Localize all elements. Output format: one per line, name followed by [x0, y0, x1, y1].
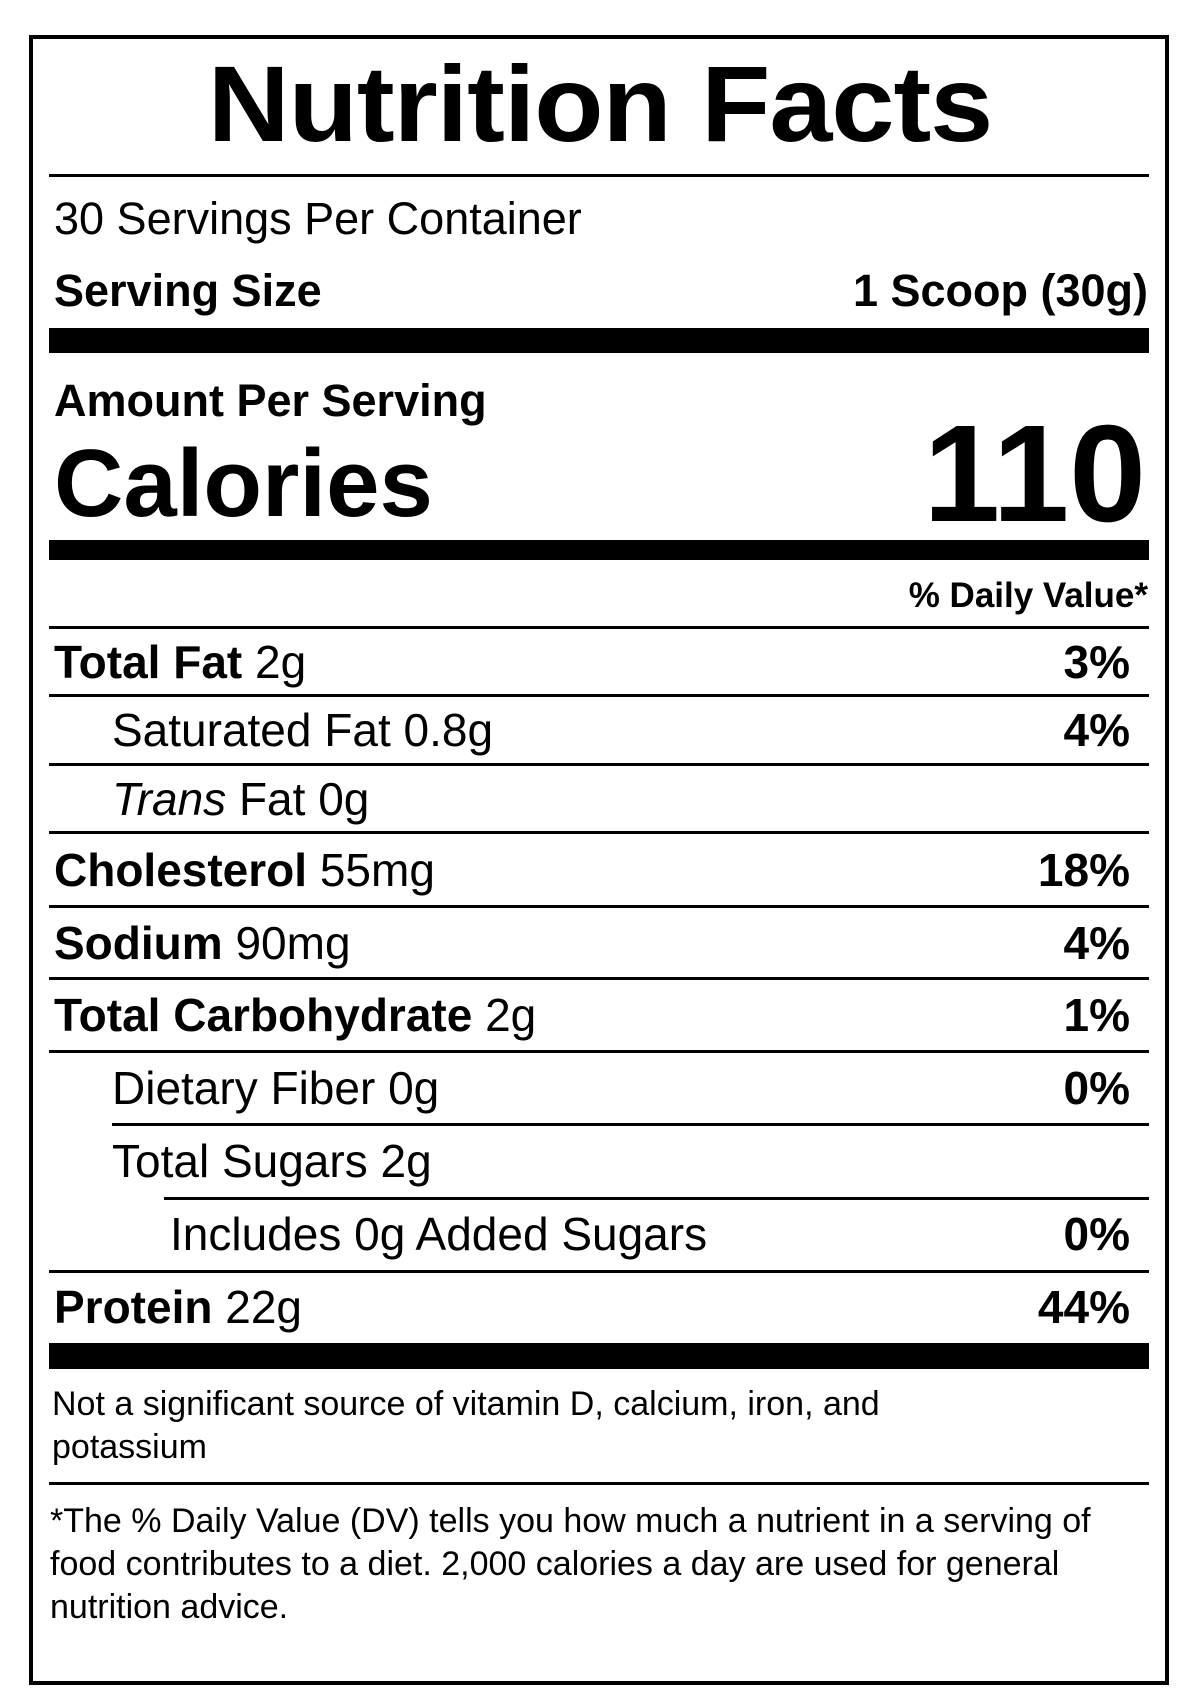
divider: [49, 626, 1149, 629]
nutrient-name: Trans: [112, 773, 227, 825]
nutrient-name: Saturated Fat: [112, 704, 391, 756]
serving-size-value: 1 Scoop (30g): [852, 265, 1148, 316]
label-title: Nutrition Facts: [207, 43, 993, 164]
thick-divider: [49, 1343, 1149, 1369]
calories-label: Calories: [54, 430, 433, 537]
nutrient-name-suffix: Fat: [238, 773, 306, 825]
divider: [49, 694, 1149, 697]
nutrient-name: Cholesterol: [54, 844, 308, 896]
nutrient-row-trans-fat: Trans Fat 0g: [112, 769, 1130, 829]
nutrient-row-cholesterol: Cholesterol 55mg 18%: [54, 840, 1130, 900]
divider: [49, 905, 1149, 908]
divider: [164, 1197, 1149, 1200]
nutrient-dv: 18%: [1037, 844, 1130, 896]
calories-value: 110: [923, 397, 1146, 551]
nutrient-amount: 90mg: [235, 917, 351, 969]
nutrient-name: Total Carbohydrate: [54, 989, 473, 1041]
divider: [112, 1123, 1149, 1126]
nutrient-row-protein: Protein 22g 44%: [54, 1277, 1130, 1337]
nutrient-row-added-sugars: Includes 0g Added Sugars 0%: [170, 1204, 1130, 1264]
nutrient-amount: 0g: [388, 1062, 440, 1114]
nutrient-row-total-carbohydrate: Total Carbohydrate 2g 1%: [54, 985, 1130, 1045]
nutrient-amount: 2g: [485, 989, 537, 1041]
nutrient-row-dietary-fiber: Dietary Fiber 0g 0%: [112, 1058, 1130, 1118]
thick-divider: [49, 328, 1149, 353]
daily-value-header: % Daily Value*: [908, 576, 1148, 615]
divider: [49, 174, 1149, 177]
thick-divider: [49, 540, 1149, 560]
nutrient-amount: 2g: [255, 636, 307, 688]
nutrient-amount: 55mg: [319, 844, 435, 896]
nutrient-dv: 0%: [1063, 1062, 1130, 1114]
nutrient-dv: 4%: [1063, 704, 1130, 756]
nutrient-dv: 3%: [1063, 636, 1130, 688]
nutrient-name: Includes 0g Added Sugars: [170, 1208, 708, 1260]
serving-size-label: Serving Size: [54, 265, 322, 316]
nutrient-dv: 4%: [1063, 917, 1130, 969]
nutrient-amount: 22g: [225, 1281, 302, 1333]
nutrient-name: Sodium: [54, 917, 223, 969]
nutrient-row-saturated-fat: Saturated Fat 0.8g 4%: [112, 700, 1130, 760]
not-significant-note: Not a significant source of vitamin D, c…: [52, 1385, 880, 1466]
nutrient-name: Protein: [54, 1281, 213, 1333]
nutrient-name: Dietary Fiber: [112, 1062, 376, 1114]
divider: [49, 1270, 1149, 1273]
servings-per-container: 30 Servings Per Container: [54, 193, 582, 244]
nutrient-name: Total Sugars: [112, 1135, 368, 1187]
divider: [49, 831, 1149, 834]
divider: [49, 1482, 1149, 1485]
nutrient-amount: 0.8g: [403, 704, 494, 756]
divider: [49, 977, 1149, 980]
daily-value-footnote: *The % Daily Value (DV) tells you how mu…: [50, 1502, 1091, 1626]
nutrient-dv: 44%: [1037, 1281, 1130, 1333]
nutrient-dv: 0%: [1063, 1208, 1130, 1260]
nutrient-row-total-fat: Total Fat 2g 3%: [54, 632, 1130, 692]
nutrient-name: Total Fat: [54, 636, 243, 688]
label-frame: [29, 35, 1169, 1685]
divider: [49, 1050, 1149, 1053]
amount-per-serving: Amount Per Serving: [54, 375, 487, 426]
divider: [49, 763, 1149, 766]
nutrient-amount: 0g: [318, 773, 370, 825]
nutrient-dv: 1%: [1063, 989, 1130, 1041]
nutrient-row-sodium: Sodium 90mg 4%: [54, 913, 1130, 973]
nutrient-row-total-sugars: Total Sugars 2g: [112, 1131, 1130, 1191]
nutrient-amount: 2g: [380, 1135, 432, 1187]
